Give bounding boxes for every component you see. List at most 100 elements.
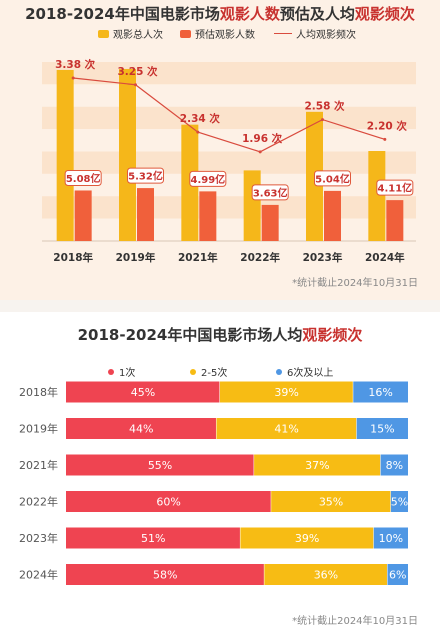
bar-segment-0-1 xyxy=(219,381,354,403)
segment-data-label-2-2: 8% xyxy=(386,459,403,472)
frequency-data-label-3: 1.96 次 xyxy=(242,132,283,145)
bar-segment-3-2 xyxy=(390,491,408,512)
chart2-footnote: *统计截止2024年10月31日 xyxy=(292,616,418,627)
bar-total-5 xyxy=(368,151,386,241)
bar-segment-5-1 xyxy=(264,564,388,585)
segment-data-label-3-0: 60% xyxy=(156,496,180,509)
frequency-point-3 xyxy=(258,150,262,154)
bar-total-3 xyxy=(243,170,261,241)
bar-segment-1-0 xyxy=(66,418,217,439)
y-tick-label-1: 2019年 xyxy=(19,422,58,436)
bar-audience-3 xyxy=(261,204,279,241)
x-tick-label-3: 2022年 xyxy=(240,251,280,264)
frequency-line xyxy=(73,77,386,153)
bar-segment-2-0 xyxy=(66,454,255,476)
bar-audience-5 xyxy=(386,200,404,241)
bar-segment-2-2 xyxy=(380,454,408,476)
audience-data-label-2: 4.99亿 xyxy=(190,173,225,186)
audience-label-box-1 xyxy=(127,167,164,184)
segment-data-label-2-1: 37% xyxy=(305,459,329,472)
segment-data-label-4-2: 10% xyxy=(379,532,403,545)
chart1-legend-item-frequency: 人均观影频次 xyxy=(274,26,356,41)
segment-data-label-5-2: 6% xyxy=(389,569,406,582)
audience-label-box-3 xyxy=(251,184,289,201)
x-tick-label-0: 2018年 xyxy=(53,251,93,264)
frequency-point-4 xyxy=(321,118,324,122)
y-tick-label-5: 2024年 xyxy=(19,568,58,582)
y-tick-label-0: 2018年 xyxy=(19,385,58,399)
audience-label-box-4 xyxy=(314,170,351,187)
audience-label-box-2 xyxy=(189,170,227,187)
grid-band xyxy=(42,218,416,241)
bar-audience-2 xyxy=(199,191,217,241)
legend-swatch xyxy=(180,29,191,38)
legend-label: 1次 xyxy=(119,368,136,379)
legend-dot xyxy=(190,368,196,375)
bar-segment-3-0 xyxy=(66,491,272,512)
segment-data-label-0-1: 39% xyxy=(274,386,298,399)
segment-data-label-1-0: 44% xyxy=(129,423,153,436)
audience-data-label-5: 4.11亿 xyxy=(377,182,412,195)
x-tick-label-5: 2024年 xyxy=(365,251,405,264)
bar-segment-5-2 xyxy=(387,564,408,585)
segment-data-label-3-2: 5% xyxy=(391,496,408,509)
chart2-title: 2018-2024年中国电影市场人均观影频次 xyxy=(0,324,440,345)
chart1-svg: 5.08亿 2018年 5.32亿 2019年 4.99亿 2021年 3.63亿 2022年… xyxy=(42,58,416,264)
bar-segment-4-2 xyxy=(373,527,408,549)
bar-segment-0-2 xyxy=(353,381,408,403)
audience-data-label-4: 5.04亿 xyxy=(315,172,350,185)
audience-label-box-0 xyxy=(64,169,102,186)
legend-label: 人均观影频次 xyxy=(296,30,356,41)
chart2-panel: 2018-2024年中国电影市场人均观影频次 1次 2-5次 6次及以上 201… xyxy=(0,312,440,628)
chart1-title-prefix: 2018-2024年中国电影市场 xyxy=(25,5,220,23)
y-tick-label-2: 2021年 xyxy=(19,458,58,472)
bar-audience-4 xyxy=(324,190,341,241)
segment-data-label-3-1: 35% xyxy=(319,496,343,509)
x-tick-label-4: 2023年 xyxy=(303,251,343,264)
legend-label: 6次及以上 xyxy=(287,368,334,379)
segment-data-label-1-2: 15% xyxy=(370,423,394,436)
bar-total-0 xyxy=(56,69,74,241)
frequency-data-label-5: 2.20 次 xyxy=(367,119,408,132)
segment-data-label-5-0: 58% xyxy=(153,569,177,582)
legend-dot xyxy=(108,368,114,375)
frequency-point-2 xyxy=(196,130,200,134)
chart1-title-middle: 预估及人均 xyxy=(279,5,355,23)
grid-band xyxy=(42,129,416,152)
bar-segment-5-0 xyxy=(66,564,265,585)
chart1-legend-item-total: 观影总人次 xyxy=(98,26,163,41)
bar-total-1 xyxy=(119,68,136,241)
frequency-point-1 xyxy=(134,83,137,87)
segment-data-label-5-1: 36% xyxy=(314,569,338,582)
x-tick-label-2: 2021年 xyxy=(178,251,218,264)
x-tick-label-1: 2019年 xyxy=(116,251,156,264)
bar-segment-4-1 xyxy=(240,527,374,549)
chart2-legend-item-3: 6次及以上 xyxy=(276,364,333,379)
bar-audience-1 xyxy=(137,188,154,241)
chart1-title-highlight-2: 观影频次 xyxy=(354,5,415,23)
segment-data-label-4-0: 51% xyxy=(141,532,165,545)
audience-label-box-5 xyxy=(376,179,414,196)
grid-band xyxy=(42,84,416,107)
chart2-svg: 2018年 45% 39% 16% 2019年 44% 41% 15% 2021年 55% 37% 8… xyxy=(19,381,408,585)
bar-segment-4-0 xyxy=(66,527,241,549)
audience-data-label-3: 3.63亿 xyxy=(253,186,288,199)
bar-segment-3-1 xyxy=(271,491,391,512)
bar-segment-2-1 xyxy=(254,454,381,476)
frequency-data-label-2: 2.34 次 xyxy=(180,112,221,125)
chart1-title: 2018-2024年中国电影市场观影人数预估及人均观影频次 xyxy=(0,3,440,24)
bar-segment-1-1 xyxy=(216,418,357,439)
bar-segment-0-0 xyxy=(66,381,220,403)
audience-data-label-0: 5.08亿 xyxy=(66,172,101,185)
chart2-title-highlight: 观影频次 xyxy=(302,326,363,344)
segment-data-label-0-0: 45% xyxy=(131,386,155,399)
chart1-title-highlight-1: 观影人数 xyxy=(219,5,280,23)
grid-band xyxy=(42,196,416,219)
chart2-legend-item-1: 1次 xyxy=(108,364,135,379)
segment-data-label-1-1: 41% xyxy=(274,423,298,436)
chart2-title-prefix: 2018-2024年中国电影市场人均 xyxy=(77,326,303,344)
frequency-data-label-0: 3.38 次 xyxy=(55,58,96,71)
legend-swatch xyxy=(98,29,109,38)
chart2-legend-item-2: 2-5次 xyxy=(190,364,227,379)
grid-band xyxy=(42,106,416,130)
